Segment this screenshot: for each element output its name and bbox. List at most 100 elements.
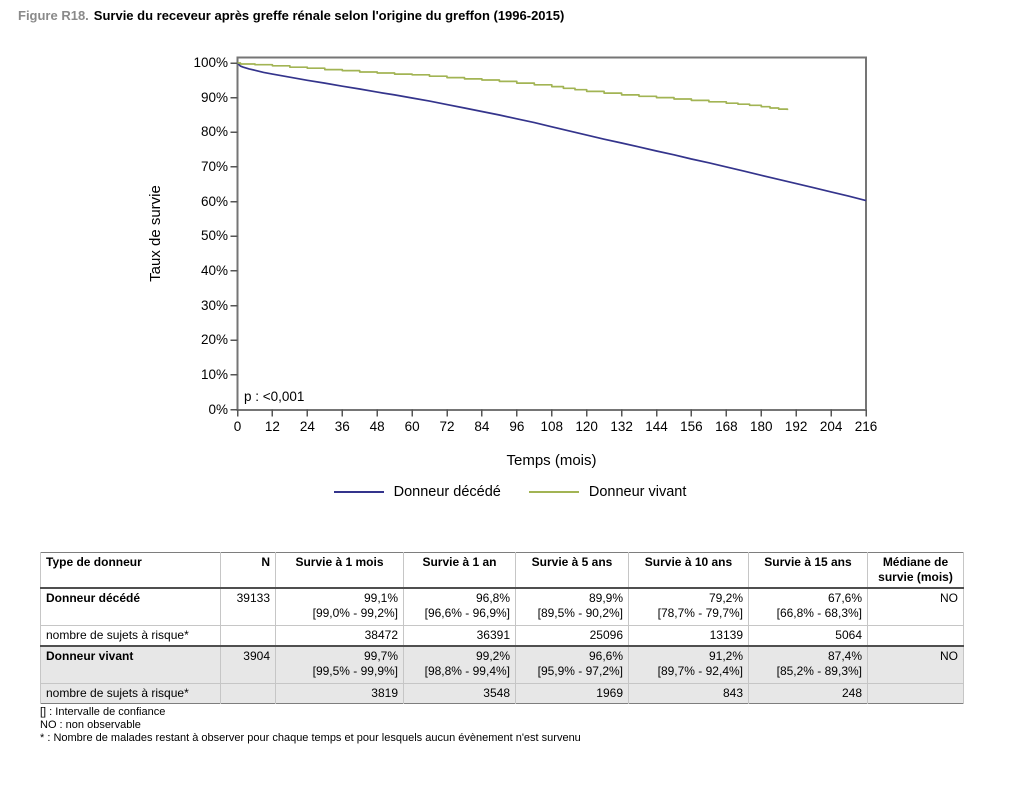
legend-item-0: Donneur décédé xyxy=(333,483,501,501)
footnote-not-observable: NO : non observable xyxy=(40,719,141,731)
x-tick-label: 180 xyxy=(749,419,773,434)
survival-value: 96,6% [95,9% - 97,2%] xyxy=(515,645,629,684)
x-tick-label: 24 xyxy=(299,419,315,434)
y-tick-label: 30% xyxy=(200,297,228,313)
confidence-interval: [98,8% - 99,4%] xyxy=(424,664,510,678)
figure-title-text: Survie du receveur après greffe rénale s… xyxy=(93,8,565,23)
x-tick-label: 168 xyxy=(715,419,738,434)
column-header: Type de donneur xyxy=(40,552,221,589)
at-risk-label: nombre de sujets à risque* xyxy=(40,625,221,646)
survival-pct: 96,6% xyxy=(588,649,623,663)
survival-pct: 96,8% xyxy=(475,591,510,605)
column-header: Survie à 1 mois xyxy=(275,552,404,589)
empty-cell xyxy=(867,625,964,646)
x-tick-label: 204 xyxy=(819,419,843,434)
column-header: Survie à 10 ans xyxy=(628,552,749,589)
at-risk-count: 1969 xyxy=(515,683,629,704)
survival-value: 79,2% [78,7% - 79,7%] xyxy=(628,587,749,626)
confidence-interval: [99,5% - 99,9%] xyxy=(312,664,398,678)
x-tick-label: 144 xyxy=(645,419,668,434)
confidence-interval: [89,5% - 90,2%] xyxy=(537,606,623,620)
footnote-confidence-interval: [] : Intervalle de confiance xyxy=(40,706,166,718)
table-row-donor: Donneur vivant 3904 99,7% [99,5% - 99,9%] 99… xyxy=(40,645,964,684)
survival-table: Type de donneur N Survie à 1 mois Survie à … xyxy=(40,552,964,704)
table-header-row: Type de donneur N Survie à 1 mois Survie à … xyxy=(40,552,964,589)
x-tick-label: 72 xyxy=(439,419,455,434)
plot-frame xyxy=(236,56,867,411)
x-tick-label: 156 xyxy=(680,419,703,434)
column-header: Survie à 5 ans xyxy=(515,552,629,589)
x-tick-label: 192 xyxy=(784,419,808,434)
x-tick-label: 0 xyxy=(233,419,242,434)
x-tick-label: 120 xyxy=(575,419,598,434)
x-tick-label: 132 xyxy=(610,419,633,434)
empty-cell xyxy=(867,683,964,704)
x-tick-label: 108 xyxy=(540,419,564,434)
survival-pct: 67,6% xyxy=(827,591,862,605)
x-tick-label: 84 xyxy=(474,419,490,434)
survival-pct: 87,4% xyxy=(827,649,862,663)
column-header: N xyxy=(220,552,276,589)
confidence-interval: [78,7% - 79,7%] xyxy=(657,606,743,620)
confidence-interval: [66,8% - 68,3%] xyxy=(776,606,862,620)
survival-value: 87,4% [85,2% - 89,3%] xyxy=(748,645,868,684)
y-tick-label: 90% xyxy=(200,89,228,105)
column-header: Médiane de survie (mois) xyxy=(867,552,964,589)
survival-value: 99,2% [98,8% - 99,4%] xyxy=(403,645,516,684)
at-risk-count: 3548 xyxy=(403,683,516,704)
y-tick-label: 80% xyxy=(200,124,228,140)
table-row-donor: Donneur décédé 39133 99,1% [99,0% - 99,2%] 9… xyxy=(40,587,964,626)
survival-value: 91,2% [89,7% - 92,4%] xyxy=(628,645,749,684)
survival-pct: 99,7% xyxy=(363,649,398,663)
x-tick-label: 48 xyxy=(369,419,385,434)
y-axis-title: Taux de survie xyxy=(147,185,164,282)
series-line-0 xyxy=(236,62,867,202)
x-tick-label: 96 xyxy=(509,419,525,434)
x-tick-label: 60 xyxy=(404,419,420,434)
at-risk-count: 36391 xyxy=(403,625,516,646)
survival-value: 67,6% [66,8% - 68,3%] xyxy=(748,587,868,626)
survival-value: 99,7% [99,5% - 99,9%] xyxy=(275,645,404,684)
series-line-1 xyxy=(237,62,789,111)
at-risk-count: 13139 xyxy=(628,625,749,646)
donor-label: Donneur vivant xyxy=(40,645,221,684)
legend-label: Donneur vivant xyxy=(588,484,687,500)
confidence-interval: [95,9% - 97,2%] xyxy=(537,664,623,678)
survival-value: 96,8% [96,6% - 96,9%] xyxy=(403,587,516,626)
confidence-interval: [89,7% - 92,4%] xyxy=(657,664,743,678)
p-value-annotation: p : <0,001 xyxy=(244,389,305,404)
x-tick-label: 36 xyxy=(334,419,350,434)
x-axis-title: Temps (mois) xyxy=(506,452,597,469)
survival-value: 89,9% [89,5% - 90,2%] xyxy=(515,587,629,626)
y-tick-label: 100% xyxy=(193,55,228,70)
median-value: NO xyxy=(867,587,964,626)
n-value: 3904 xyxy=(220,645,276,684)
survival-pct: 91,2% xyxy=(708,649,743,663)
table-row-at-risk: nombre de sujets à risque* 38472 36391 2509… xyxy=(40,625,964,646)
median-value: NO xyxy=(867,645,964,684)
y-tick-label: 70% xyxy=(200,158,228,174)
survival-pct: 99,1% xyxy=(363,591,398,605)
legend-label: Donneur décédé xyxy=(393,484,501,500)
confidence-interval: [99,0% - 99,2%] xyxy=(312,606,398,620)
at-risk-count: 25096 xyxy=(515,625,629,646)
footnotes: [] : Intervalle de confiance NO : non ob… xyxy=(40,706,581,745)
survival-value: 99,1% [99,0% - 99,2%] xyxy=(275,587,404,626)
donor-label: Donneur décédé xyxy=(40,587,221,626)
at-risk-count: 248 xyxy=(748,683,868,704)
y-tick-label: 10% xyxy=(200,366,228,382)
at-risk-label: nombre de sujets à risque* xyxy=(40,683,221,704)
chart-legend: Donneur décédé Donneur vivant xyxy=(0,483,1020,501)
at-risk-count: 5064 xyxy=(748,625,868,646)
plot-canvas xyxy=(230,56,867,417)
empty-cell xyxy=(220,683,276,704)
empty-cell xyxy=(220,625,276,646)
y-tick-label: 60% xyxy=(200,193,228,209)
x-tick-label: 12 xyxy=(264,419,280,434)
n-value: 39133 xyxy=(220,587,276,626)
footnote-at-risk: * : Nombre de malades restant à observer… xyxy=(40,732,581,744)
confidence-interval: [85,2% - 89,3%] xyxy=(776,664,862,678)
survival-pct: 79,2% xyxy=(708,591,743,605)
confidence-interval: [96,6% - 96,9%] xyxy=(424,606,510,620)
